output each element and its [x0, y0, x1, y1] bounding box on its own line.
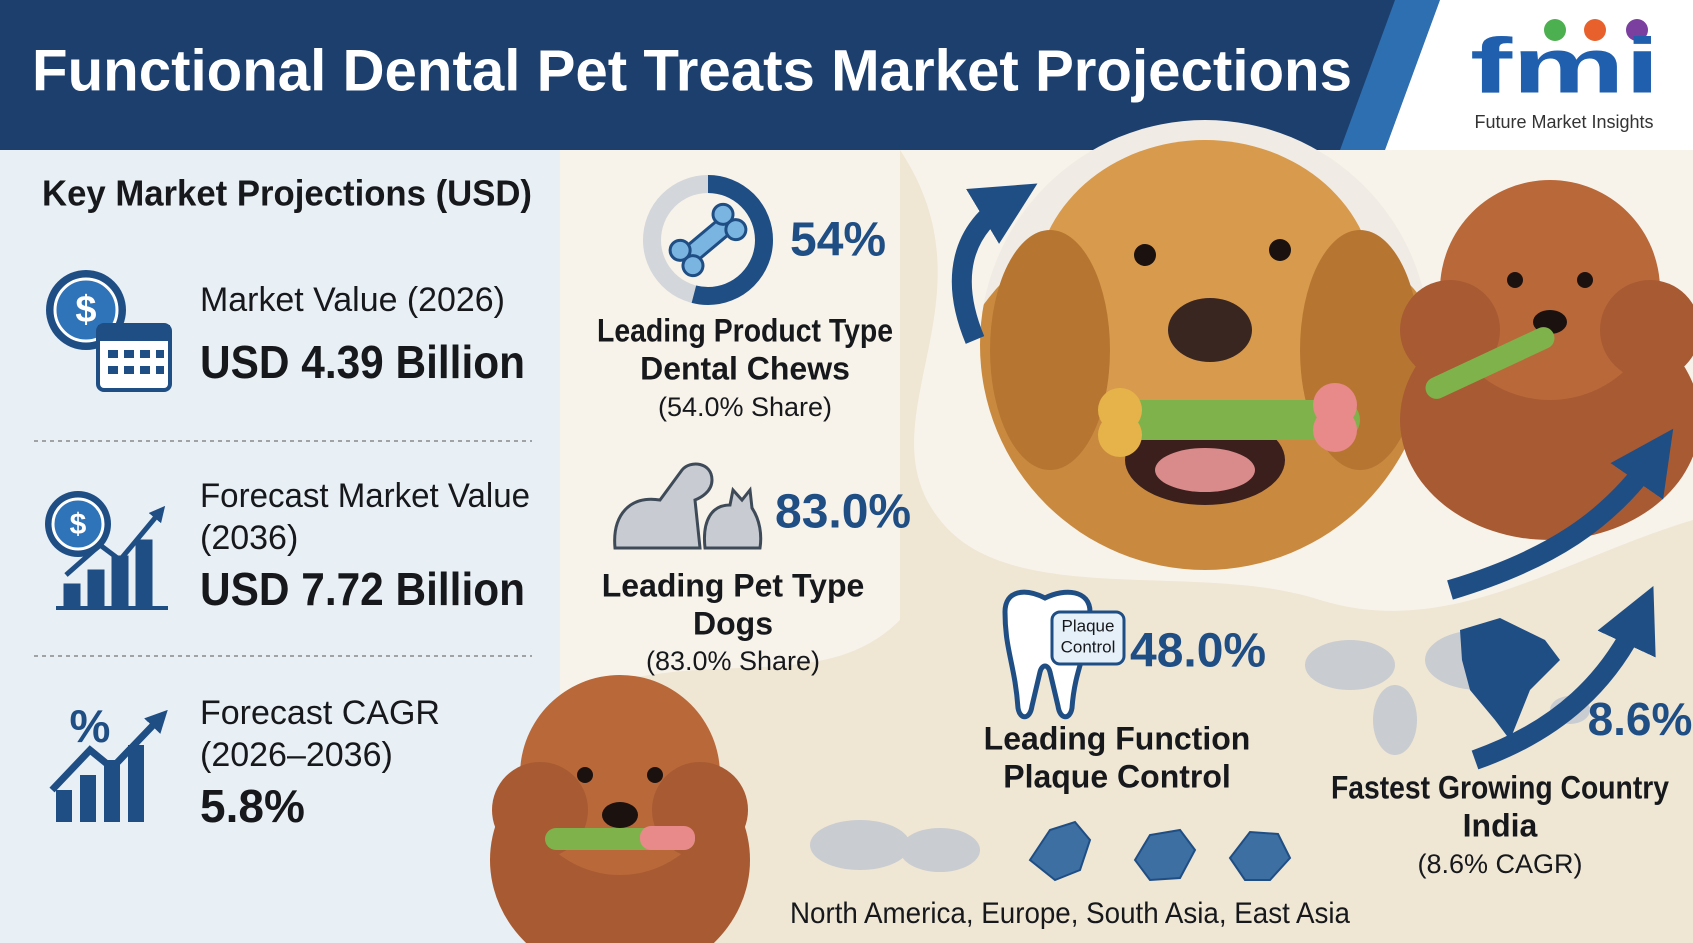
icon-bars [56, 539, 168, 610]
icon-arrow [49, 709, 168, 793]
highlight-note: (54.0% Share) [658, 392, 832, 422]
projection-label: Forecast CAGR [200, 694, 440, 732]
logo-mark: fmi [1470, 22, 1660, 110]
projection-value: 5.8% [200, 780, 305, 832]
projection-label: (2026–2036) [200, 736, 393, 774]
logo-dot [1626, 19, 1648, 41]
section-heading: Key Market Projections (USD) [42, 173, 532, 214]
highlight-name: Dogs [693, 605, 773, 641]
icon-calendar-top [98, 325, 170, 341]
highlight-title: Leading Product Type [597, 312, 893, 348]
donut-arc [643, 175, 773, 305]
highlight-stat: 48.0% [1130, 625, 1266, 678]
highlight-note: (83.0% Share) [646, 646, 820, 676]
poodle-illustration [1400, 180, 1693, 540]
icon-glyph: $ [70, 508, 87, 541]
badge [1050, 610, 1126, 666]
header-stripe [1340, 0, 1440, 150]
logo-name: Future Market Insights [1474, 112, 1653, 132]
regions-text: North America, Europe, South Asia, East … [790, 897, 1350, 930]
highlight-stat: 83.0% [775, 486, 911, 539]
highlight-note: (8.6% CAGR) [1417, 849, 1582, 879]
badge-text: Control [1061, 637, 1116, 656]
projection-label: Market Value (2026) [200, 281, 505, 319]
highlight-title: Fastest Growing Country [1331, 769, 1669, 805]
projection-value: USD 7.72 Billion [200, 563, 525, 615]
projection-label: Forecast Market Value [200, 477, 530, 515]
logo-panel [1385, 0, 1693, 150]
poodle-illustration [490, 675, 750, 943]
logo-dot [1544, 19, 1566, 41]
badge-text: Plaque [1062, 616, 1115, 635]
highlight-name: Dental Chews [640, 350, 850, 386]
icon-arrow [64, 505, 166, 577]
projection-label: (2036) [200, 519, 298, 557]
highlight-title: Leading Function [984, 720, 1251, 756]
page-title: Functional Dental Pet Treats Market Proj… [32, 38, 1352, 103]
growth-arrow [1471, 585, 1656, 770]
icon-dollar-inner [51, 497, 105, 551]
growth-arrow [1447, 428, 1674, 600]
icon-bars [56, 745, 144, 822]
icon-glyph: $ [75, 289, 96, 331]
growth-arrow [951, 183, 1038, 344]
projection-value: USD 4.39 Billion [200, 336, 525, 388]
icon-calendar-grid [108, 350, 164, 374]
logo-dot [1584, 19, 1606, 41]
highlight-name: India [1463, 807, 1538, 843]
highlight-stat: 54% [790, 214, 886, 267]
pet-icons [613, 462, 763, 550]
india-map [1460, 618, 1560, 740]
region-icons [1028, 820, 1292, 882]
icon-percent: % [70, 700, 111, 752]
highlight-name: Plaque Control [1003, 758, 1231, 794]
highlight-title: Leading Pet Type [602, 567, 865, 603]
bone-icon [668, 202, 748, 278]
highlight-stat: 8.6% [1588, 693, 1693, 745]
region-maps [810, 820, 980, 872]
